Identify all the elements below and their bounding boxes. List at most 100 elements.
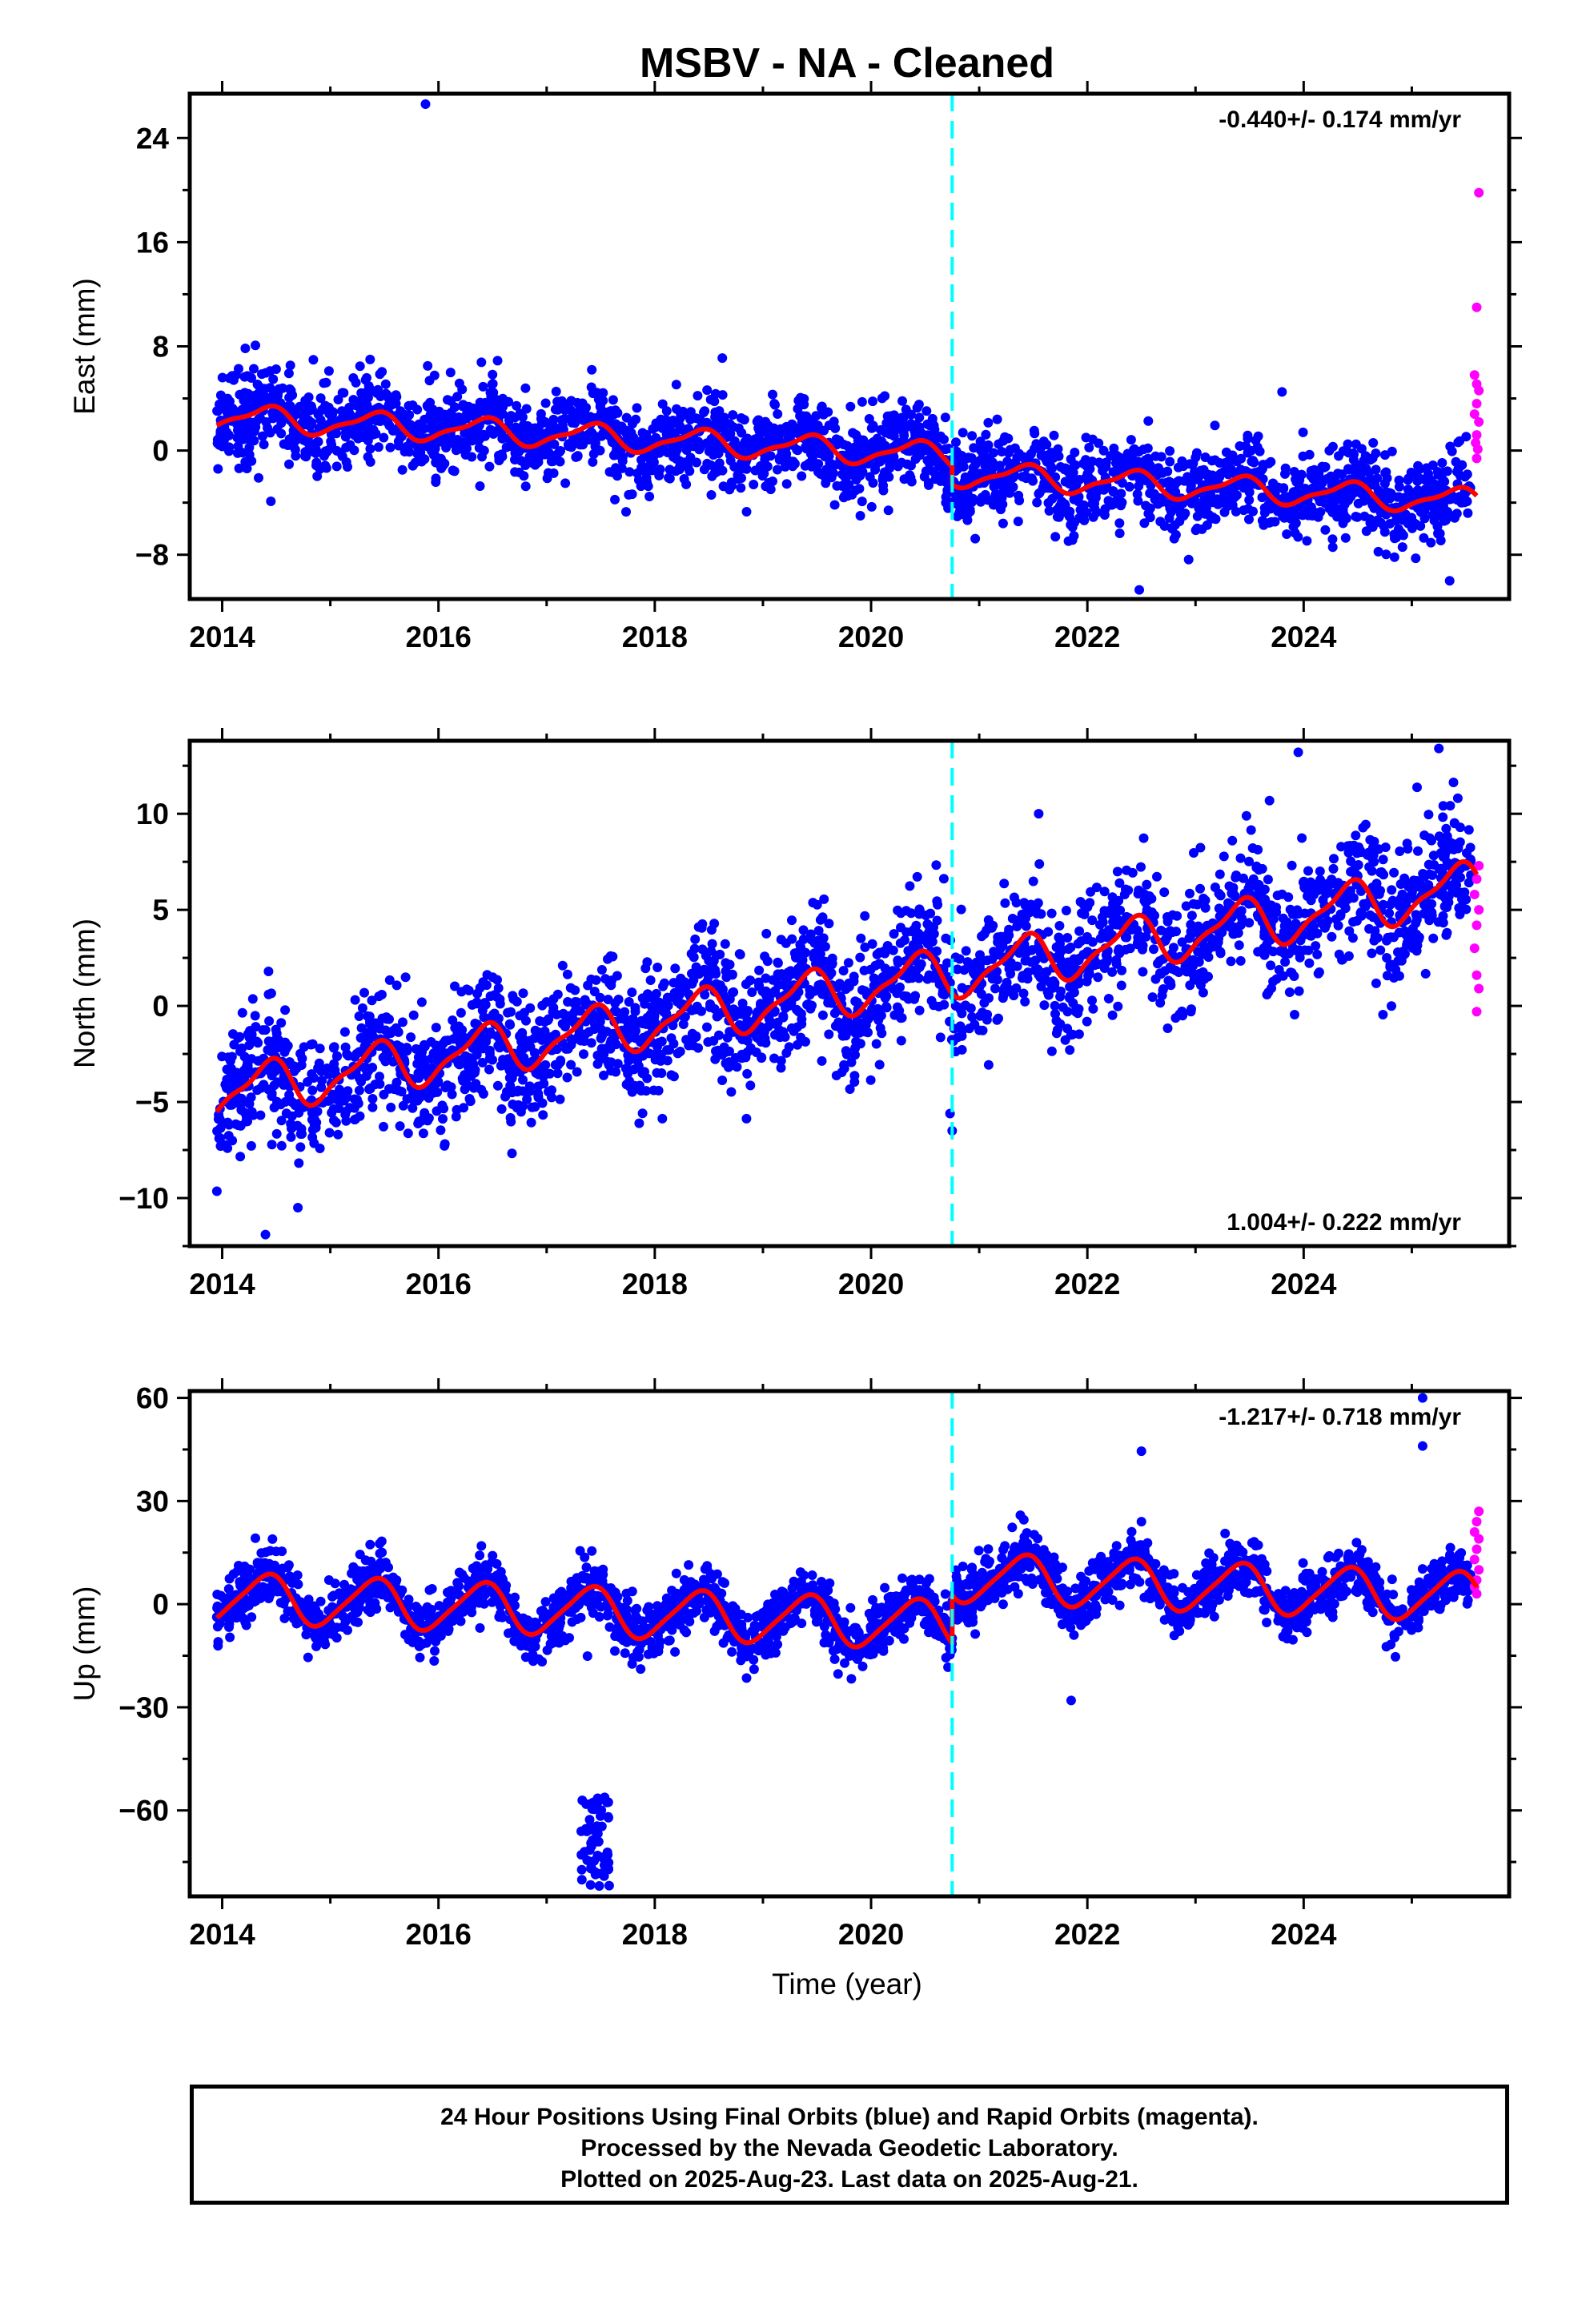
data-point: [870, 464, 881, 475]
y-tick-label: 24: [136, 122, 170, 155]
data-point: [303, 392, 314, 402]
data-point: [398, 1100, 408, 1111]
data-point: [272, 424, 283, 434]
data-point: [702, 385, 713, 396]
outlier-point: [266, 497, 276, 507]
x-tick-label: 2020: [838, 621, 904, 653]
data-point: [281, 1108, 291, 1119]
rapid-point: [1474, 416, 1484, 427]
data-point: [632, 403, 642, 413]
data-point: [666, 1033, 677, 1043]
data-point: [1087, 434, 1098, 444]
data-point: [537, 1098, 548, 1108]
data-point: [472, 1050, 482, 1059]
data-point: [850, 996, 861, 1007]
data-point: [1068, 468, 1078, 478]
data-point: [610, 494, 620, 505]
data-point: [589, 987, 600, 997]
data-point: [520, 1087, 531, 1097]
data-point: [1272, 891, 1283, 901]
data-point: [480, 401, 489, 412]
data-point: [880, 391, 890, 401]
data-point: [434, 406, 444, 416]
data-point: [530, 1025, 540, 1035]
data-point: [768, 389, 777, 400]
data-point: [557, 960, 568, 971]
data-point: [896, 1035, 906, 1046]
data-point: [212, 406, 223, 416]
data-point: [1215, 947, 1226, 957]
data-point: [1235, 853, 1246, 863]
data-point: [610, 998, 620, 1008]
data-point: [1202, 502, 1211, 513]
data-point: [990, 493, 1001, 502]
data-point: [527, 1102, 537, 1112]
data-point: [849, 1077, 860, 1087]
data-point: [905, 419, 916, 429]
data-point: [926, 995, 937, 1006]
data-point: [391, 392, 402, 402]
data-point: [1289, 971, 1299, 981]
rapid-point: [1472, 302, 1482, 312]
data-point: [726, 1087, 737, 1097]
data-point: [579, 1049, 588, 1059]
data-point: [624, 467, 635, 477]
data-point: [359, 987, 369, 998]
data-point: [574, 439, 584, 449]
data-point: [497, 433, 508, 444]
data-point: [1207, 477, 1217, 487]
data-point: [1088, 1003, 1098, 1014]
data-point: [548, 414, 559, 424]
data-point: [432, 1106, 442, 1116]
data-point: [1070, 460, 1081, 470]
data-point: [881, 441, 891, 452]
data-point: [1378, 899, 1388, 910]
data-point: [1279, 483, 1289, 493]
data-point: [661, 415, 671, 424]
data-point: [301, 452, 311, 462]
data-point: [1246, 825, 1256, 835]
data-point: [1053, 444, 1063, 454]
data-point: [380, 379, 391, 389]
data-point: [341, 1106, 351, 1116]
data-point: [497, 408, 508, 419]
data-point: [239, 434, 249, 444]
data-point: [403, 1128, 413, 1139]
data-point: [702, 1022, 712, 1032]
data-point: [478, 1088, 488, 1099]
data-point: [308, 355, 319, 365]
data-point: [1235, 441, 1245, 451]
data-point: [235, 1152, 246, 1162]
outlier-point: [1134, 585, 1145, 595]
data-point: [681, 479, 692, 489]
data-point: [235, 1031, 245, 1042]
data-point: [747, 436, 757, 446]
data-point: [1112, 866, 1122, 877]
data-point: [1387, 446, 1397, 456]
data-point: [1236, 453, 1247, 464]
data-point: [471, 1079, 481, 1089]
data-point: [721, 1058, 731, 1068]
data-point: [817, 989, 828, 999]
data-point: [530, 423, 540, 433]
data-point: [951, 446, 962, 456]
data-point: [714, 406, 725, 416]
rate-annotation: -0.440+/- 0.174 mm/yr: [1219, 107, 1461, 133]
data-point: [1210, 420, 1220, 431]
data-point: [741, 1113, 752, 1124]
data-point: [287, 1124, 296, 1134]
data-point: [468, 411, 479, 421]
data-point: [857, 396, 867, 407]
data-point: [454, 442, 464, 452]
data-point: [1046, 908, 1057, 919]
data-point: [337, 388, 347, 398]
data-point: [717, 1076, 728, 1085]
data-point: [1371, 464, 1381, 475]
data-point: [1079, 515, 1090, 525]
data-point: [596, 1043, 607, 1054]
y-tick-label: 16: [136, 226, 169, 259]
data-point: [1013, 517, 1023, 527]
data-point: [868, 478, 878, 488]
data-point: [1043, 927, 1054, 937]
data-point: [894, 1006, 905, 1015]
